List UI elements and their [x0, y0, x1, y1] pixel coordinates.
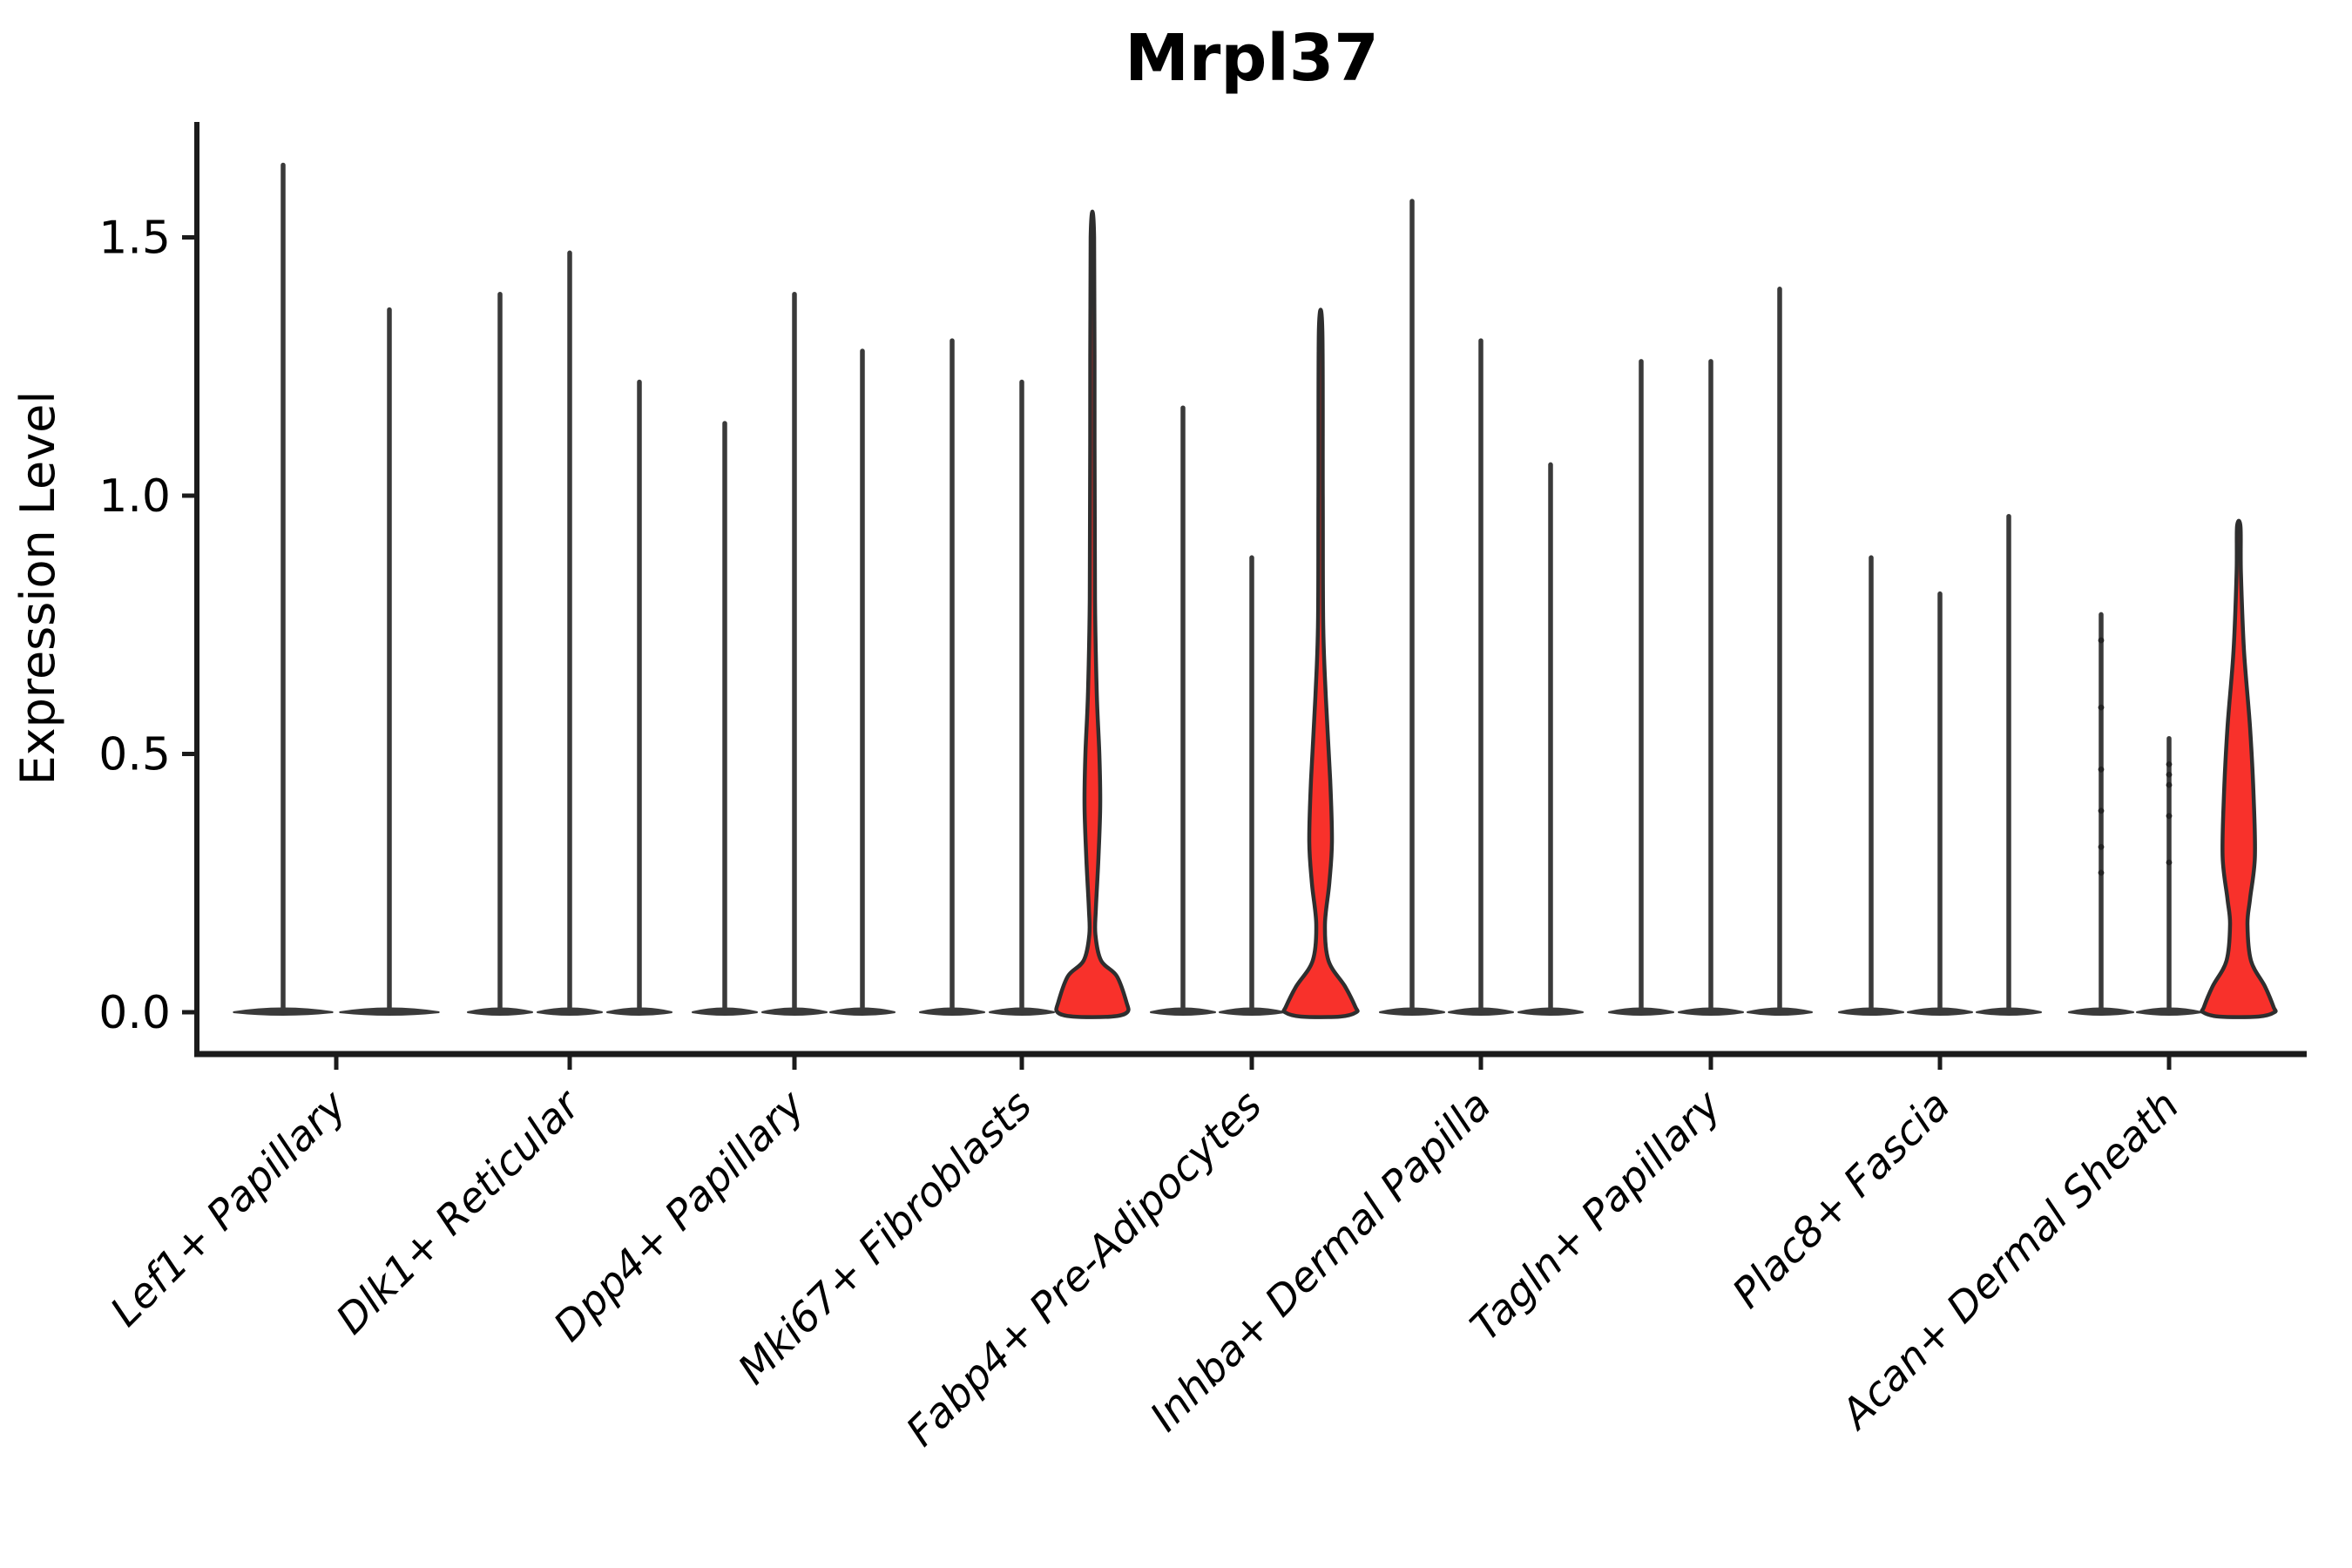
- violin: [1517, 462, 1584, 1016]
- violin: [829, 348, 896, 1016]
- violin: [1608, 359, 1674, 1016]
- violin: [1448, 338, 1514, 1016]
- data-point: [2098, 843, 2105, 850]
- data-point: [2098, 637, 2105, 644]
- violin: [919, 338, 985, 1016]
- data-point: [2166, 813, 2173, 820]
- violin: [1747, 287, 1813, 1016]
- violin: [2068, 612, 2134, 1016]
- data-point: [2166, 771, 2173, 778]
- violin-red: [1054, 209, 1131, 1019]
- x-category-label: Tagln+ Papillary: [1462, 1081, 1732, 1351]
- violin: [1907, 591, 1973, 1016]
- violin: [1678, 359, 1744, 1016]
- y-tick-label: 1.5: [98, 213, 171, 265]
- data-point: [2098, 766, 2105, 773]
- data-point: [2098, 704, 2105, 711]
- violin-body: [2200, 518, 2278, 1019]
- violin-red: [1281, 308, 1360, 1019]
- violin: [692, 421, 758, 1016]
- violin: [1379, 199, 1445, 1016]
- x-category-label: Plac8+ Fascia: [1723, 1082, 1959, 1318]
- data-point: [2166, 760, 2173, 767]
- data-point: [2166, 781, 2173, 788]
- violin: [989, 379, 1055, 1016]
- y-axis-label: Expression Level: [10, 391, 65, 786]
- violin-red: [2200, 518, 2278, 1019]
- violin: [606, 379, 672, 1016]
- x-category-label: Lef1+ Papillary: [101, 1081, 356, 1336]
- y-tick-label: 0.5: [98, 729, 171, 781]
- violin: [537, 250, 603, 1016]
- data-point: [2098, 808, 2105, 814]
- violin: [1150, 405, 1216, 1016]
- violin-body: [1054, 209, 1131, 1019]
- y-tick-label: 1.0: [98, 470, 171, 523]
- y-tick-label: 0.0: [98, 987, 171, 1039]
- chart-title: Mrpl37: [1125, 21, 1378, 96]
- violins-layer: [233, 162, 2278, 1019]
- violin: [761, 291, 828, 1016]
- violin-body: [1281, 308, 1360, 1019]
- x-category-label: Dlk1+ Reticular: [328, 1080, 591, 1344]
- data-point: [2166, 859, 2173, 866]
- x-category-label: Dpp4+ Papillary: [544, 1081, 814, 1351]
- violin: [1219, 555, 1285, 1016]
- violin: [467, 291, 533, 1016]
- y-tick-labels: 0.0 0.5 1.0 1.5: [98, 213, 171, 1040]
- violin: [233, 162, 334, 1016]
- violin: [1838, 555, 1904, 1016]
- violin: [1976, 513, 2042, 1016]
- axes-layer: [182, 122, 2307, 1070]
- data-point: [2098, 869, 2105, 876]
- violin: [2136, 735, 2202, 1016]
- violin: [339, 307, 440, 1016]
